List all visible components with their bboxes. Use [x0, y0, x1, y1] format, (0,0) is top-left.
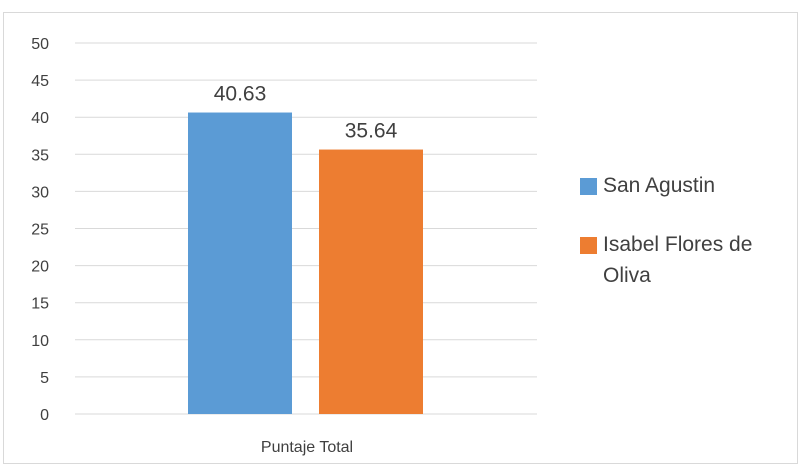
y-axis-ticks: 0 5 10 15 20 25 30 35 40 45 50	[31, 36, 49, 424]
y-tick-label-20: 20	[31, 259, 49, 276]
x-axis-categories: Puntaje Total	[261, 439, 353, 456]
x-category-label: Puntaje Total	[261, 439, 353, 456]
legend-label-san-agustin: San Agustin	[603, 170, 715, 201]
y-tick-label-40: 40	[31, 110, 49, 127]
y-tick-label-10: 10	[31, 333, 49, 350]
legend-label-isabel-flores-de-oliva: Isabel Flores de Oliva	[603, 229, 795, 291]
data-label-san-agustin: 40.63	[214, 83, 267, 106]
legend-item-san-agustin: San Agustin	[580, 170, 795, 201]
y-tick-label-25: 25	[31, 222, 49, 239]
y-tick-label-30: 30	[31, 184, 49, 201]
legend-item-isabel-flores-de-oliva: Isabel Flores de Oliva	[580, 229, 795, 291]
y-tick-label-45: 45	[31, 73, 49, 90]
y-tick-label-35: 35	[31, 147, 49, 164]
y-tick-label-50: 50	[31, 36, 49, 53]
bar-san-agustin	[188, 113, 292, 414]
legend-swatch-isabel-flores-de-oliva	[580, 237, 597, 254]
y-tick-label-15: 15	[31, 296, 49, 313]
gridlines	[75, 43, 537, 414]
legend-swatch-san-agustin	[580, 178, 597, 195]
bar-isabel-flores-de-oliva	[319, 150, 423, 414]
y-tick-label-5: 5	[40, 370, 49, 387]
legend: San Agustin Isabel Flores de Oliva	[580, 170, 795, 319]
bars	[188, 113, 423, 414]
data-label-isabel-flores-de-oliva: 35.64	[345, 120, 398, 143]
y-tick-label-0: 0	[40, 407, 49, 424]
